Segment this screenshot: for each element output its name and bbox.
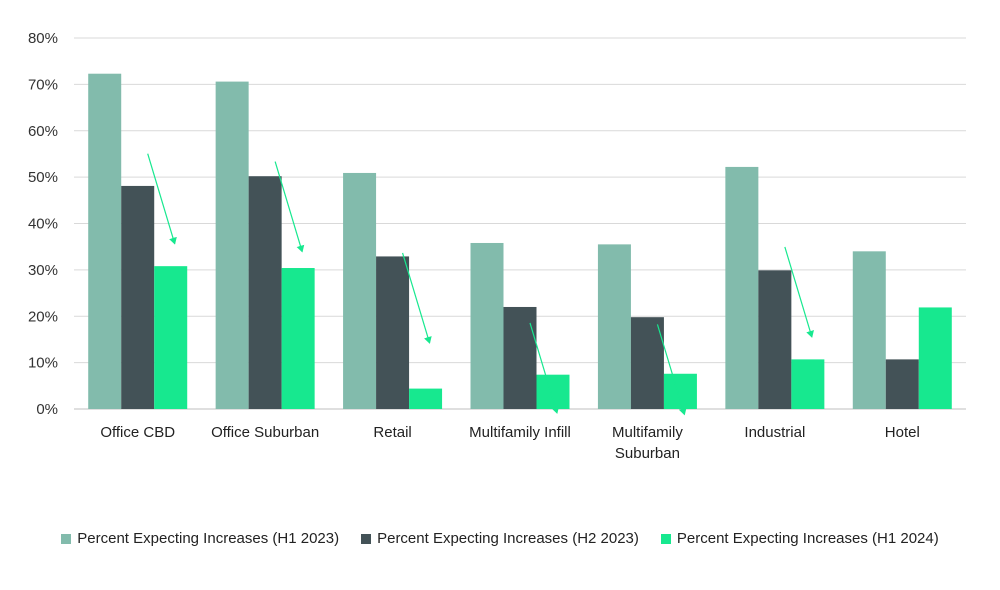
- legend-swatch: [660, 533, 671, 544]
- bar-1: [597, 244, 631, 409]
- legend: Percent Expecting Increases (H1 2023) Per…: [0, 530, 1000, 547]
- legend-item: Percent Expecting Increases (H1 2023): [61, 530, 339, 547]
- bar-2: [248, 176, 282, 409]
- x-axis: Office CBD Office Suburban Retail Multifami…: [100, 424, 919, 462]
- bar-2: [758, 270, 792, 409]
- y-tick-label: 10%: [28, 355, 58, 372]
- bar-1: [343, 172, 377, 409]
- legend-label: Percent Expecting Increases (H1 2023): [77, 530, 340, 547]
- legend-swatch: [61, 533, 72, 544]
- x-tick-label: Industrial: [744, 424, 805, 441]
- trend-arrows: [147, 153, 814, 416]
- y-tick-label: 50%: [28, 169, 58, 186]
- bar-2: [376, 256, 410, 409]
- legend-item: Percent Expecting Increases (H1 2024): [660, 530, 939, 547]
- bar-3: [409, 388, 443, 409]
- x-tick-label: Multifamily Suburban: [612, 424, 683, 462]
- y-tick-label: 70%: [28, 76, 58, 93]
- x-tick-label: Office CBD: [100, 424, 175, 441]
- bar-3: [663, 373, 697, 409]
- trend-arrow: [656, 324, 687, 416]
- bar-2: [630, 317, 664, 409]
- y-tick-label: 60%: [28, 123, 58, 140]
- y-tick-label: 20%: [28, 308, 58, 325]
- bar-1: [852, 251, 886, 409]
- bar-3: [791, 359, 825, 409]
- legend-label: Percent Expecting Increases (H2 2023): [377, 530, 639, 547]
- x-tick-label: Office Suburban: [211, 424, 319, 441]
- bar-3: [154, 266, 188, 409]
- bar-3: [281, 268, 315, 409]
- x-tick-label: Hotel: [885, 424, 920, 441]
- legend-label: Percent Expecting Increases (H1 2024): [676, 530, 939, 547]
- y-tick-label: 80%: [28, 30, 58, 47]
- bars: [88, 73, 952, 410]
- bar-3: [536, 374, 570, 409]
- bar-2: [121, 185, 155, 409]
- x-tick-label: Multifamily Infill: [469, 424, 571, 441]
- trend-arrow: [784, 246, 814, 338]
- bar-2: [503, 306, 537, 409]
- trend-arrow: [529, 322, 560, 414]
- bar-2: [885, 359, 919, 409]
- trend-arrow: [401, 252, 432, 344]
- trend-arrow: [147, 153, 177, 245]
- bar-3: [918, 307, 952, 409]
- bar-1: [725, 166, 759, 409]
- bar-1: [215, 81, 249, 409]
- legend-item: Percent Expecting Increases (H2 2023): [361, 530, 639, 547]
- bar-1: [470, 242, 504, 409]
- trend-arrow: [274, 161, 305, 253]
- y-tick-label: 0%: [36, 401, 58, 418]
- x-tick-label: Retail: [373, 424, 411, 441]
- bar-1: [88, 73, 122, 410]
- y-tick-label: 30%: [28, 262, 58, 279]
- bar-chart: 0%10%20%30%40%50%60%70%80% Office CBD Off…: [28, 30, 966, 462]
- y-tick-label: 40%: [28, 216, 58, 233]
- legend-swatch: [361, 533, 372, 544]
